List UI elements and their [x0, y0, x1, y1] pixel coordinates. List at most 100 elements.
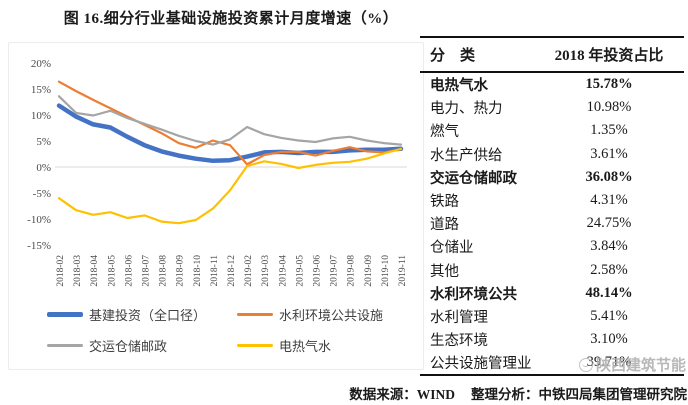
table-row: 铁路 4.31%	[420, 189, 684, 212]
row-category: 道路	[430, 217, 459, 234]
x-axis-tick-label: 2018-09	[176, 255, 186, 287]
row-category: 电热气水	[430, 78, 488, 95]
watermark: 陕西建筑节能	[578, 354, 686, 375]
table-row: 水生产供给 3.61%	[420, 143, 684, 166]
table-header-share: 2018 年投资占比	[554, 48, 664, 64]
row-share: 24.75%	[586, 215, 632, 232]
row-share: 15.78%	[585, 76, 633, 93]
x-axis-tick-label: 2018-02	[56, 255, 66, 287]
row-category: 其他	[430, 263, 459, 280]
table-row: 电力、热力 10.98%	[420, 96, 684, 119]
row-share: 5.41%	[590, 307, 628, 324]
y-axis-tick-label: -5%	[33, 188, 51, 200]
table-header-category: 分 类	[430, 48, 476, 64]
legend-item: 基建投资（全口径）	[47, 305, 237, 324]
legend-line-swatch	[47, 312, 83, 317]
row-share: 3.10%	[590, 331, 628, 348]
figure-title: 图 16.细分行业基础设施投资累计月度增速（%）	[63, 11, 399, 27]
table-row: 水利环境公共 48.14%	[420, 282, 684, 305]
row-share: 36.08%	[585, 168, 633, 185]
row-category: 交运仓储邮政	[430, 170, 517, 187]
legend-label: 电热气水	[279, 339, 332, 354]
data-source-text: 数据来源：WIND	[349, 387, 455, 402]
row-share: 3.61%	[590, 145, 628, 162]
row-category: 仓储业	[430, 240, 474, 257]
x-axis-tick-label: 2018-12	[227, 255, 237, 287]
x-axis-tick-label: 2018-08	[159, 255, 169, 287]
row-share: 10.98%	[586, 99, 632, 116]
row-share: 39.71%	[586, 354, 632, 371]
series-line-4	[57, 147, 403, 225]
legend-label: 基建投资（全口径）	[89, 308, 207, 323]
y-axis-tick-label: 15%	[31, 84, 51, 96]
x-axis-tick-label: 2019-03	[261, 255, 271, 287]
source-caption: 数据来源：WIND 整理分析：中铁四局集团管理研究院	[349, 383, 687, 403]
y-axis-tick-label: 20%	[31, 58, 51, 70]
y-axis-tick-label: -15%	[27, 240, 51, 252]
table-row: 电热气水 15.78%	[420, 73, 684, 96]
row-share: 4.31%	[590, 192, 628, 209]
table-row: 交运仓储邮政 36.08%	[420, 166, 684, 189]
y-axis-tick-label: 5%	[36, 136, 51, 148]
investment-share-table: 分 类 2018 年投资占比 电热气水 15.78% 电力、热力 10.98% 燃气 1.…	[420, 36, 684, 377]
x-axis-tick-label: 2019-02	[244, 255, 254, 287]
table-row: 燃气 1.35%	[420, 119, 684, 142]
table-body: 电热气水 15.78% 电力、热力 10.98% 燃气 1.35% 水生产供给 3.61% 交运…	[420, 73, 684, 377]
watermark-logo-icon	[578, 357, 593, 372]
row-share: 1.35%	[590, 122, 628, 139]
legend-line-swatch	[47, 344, 83, 347]
row-category: 燃气	[430, 124, 459, 141]
x-axis-tick-label: 2018-10	[193, 255, 203, 287]
x-axis-tick-label: 2019-06	[313, 255, 323, 287]
x-axis-tick-label: 2018-06	[124, 255, 134, 287]
table-row: 生态环境 3.10%	[420, 328, 684, 351]
x-axis-tick-label: 2019-04	[278, 255, 288, 287]
table-row: 道路 24.75%	[420, 212, 684, 235]
row-share: 48.14%	[585, 284, 633, 301]
row-category: 水生产供给	[430, 147, 503, 164]
x-axis-tick-label: 2019-07	[330, 255, 340, 287]
legend-label: 水利环境公共设施	[279, 308, 384, 323]
row-share: 2.58%	[590, 261, 628, 278]
row-category: 公共设施管理业	[430, 356, 532, 373]
row-category: 铁路	[430, 194, 459, 211]
series-line-1	[56, 103, 404, 164]
legend-line-swatch	[237, 344, 273, 347]
x-axis-tick-label: 2018-05	[107, 255, 117, 287]
x-axis-tick-label: 2019-10	[381, 255, 391, 287]
x-axis-tick-label: 2018-04	[90, 255, 100, 287]
legend-item: 水利环境公共设施	[237, 305, 417, 324]
table-row: 公共设施管理业 39.71%	[420, 351, 684, 374]
watermark-text: 陕西建筑节能	[595, 358, 686, 374]
line-chart: 20% 15% 10% 5% 0% -5% -10% -15% 2018-02 2018-03 20…	[27, 58, 408, 287]
table-row: 水利管理 5.41%	[420, 305, 684, 328]
row-share: 3.84%	[590, 238, 628, 255]
x-axis-tick-label: 2019-09	[364, 255, 374, 287]
y-axis-tick-label: -10%	[27, 214, 51, 226]
row-category: 水利管理	[430, 309, 488, 326]
legend-line-swatch	[237, 313, 273, 316]
series-line-2	[57, 80, 403, 166]
x-axis-tick-label: 2019-08	[347, 255, 357, 287]
table-header-row: 分 类 2018 年投资占比	[420, 36, 684, 73]
series-line-3	[57, 95, 403, 146]
y-axis-tick-label: 10%	[31, 110, 51, 122]
row-category: 电力、热力	[430, 101, 503, 118]
x-axis-tick-label: 2019-05	[295, 255, 305, 287]
row-category: 水利环境公共	[430, 286, 517, 303]
chart-legend: 基建投资（全口径） 水利环境公共设施交运仓储邮政 电热气水	[9, 301, 423, 355]
row-category: 生态环境	[430, 333, 488, 350]
x-axis-tick-label: 2019-11	[398, 255, 408, 287]
legend-item: 电热气水	[237, 336, 417, 355]
x-axis-tick-label: 2018-11	[210, 255, 220, 287]
chart-area: 20% 15% 10% 5% 0% -5% -10% -15% 2018-02 2018-03 20…	[8, 42, 424, 370]
analysis-credit-text: 整理分析：中铁四局集团管理研究院	[471, 387, 687, 402]
table-row: 仓储业 3.84%	[420, 235, 684, 258]
y-axis-tick-label: 0%	[36, 162, 51, 174]
table-row: 其他 2.58%	[420, 259, 684, 282]
legend-label: 交运仓储邮政	[89, 339, 168, 354]
x-axis-tick-label: 2018-07	[142, 255, 152, 287]
x-axis-tick-label: 2018-03	[73, 255, 83, 287]
legend-item: 交运仓储邮政	[47, 336, 237, 355]
